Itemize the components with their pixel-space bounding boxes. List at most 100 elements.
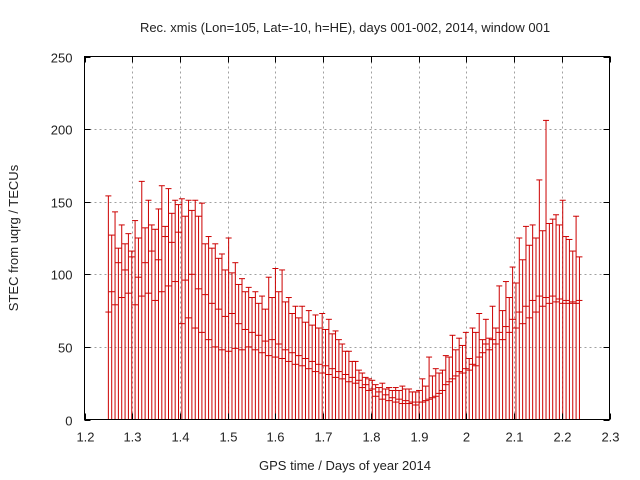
- data-point: [128, 250, 135, 420]
- data-point: [299, 305, 306, 420]
- data-point: [122, 243, 129, 420]
- x-axis-label: GPS time / Days of year 2014: [259, 458, 431, 473]
- data-point: [292, 305, 299, 420]
- data-point: [516, 237, 523, 420]
- x-tick-label: 2: [463, 430, 470, 445]
- data-point: [449, 334, 456, 420]
- data-point: [198, 202, 205, 420]
- chart-title: Rec. xmis (Lon=105, Lat=-10, h=HE), days…: [140, 20, 550, 35]
- data-point: [549, 218, 556, 420]
- data-point: [262, 308, 269, 420]
- data-point: [382, 388, 389, 420]
- x-tick-label: 1.3: [123, 430, 141, 445]
- data-point: [275, 291, 282, 420]
- data-point: [132, 220, 139, 420]
- data-point: [406, 388, 413, 420]
- x-tick-label: 1.5: [219, 430, 237, 445]
- data-point: [506, 297, 513, 420]
- data-point: [576, 256, 583, 420]
- data-point: [429, 375, 436, 420]
- data-point: [322, 328, 329, 420]
- data-point: [332, 330, 339, 420]
- data-point: [172, 199, 179, 420]
- data-point: [375, 387, 382, 420]
- data-point: [349, 360, 356, 420]
- data-point: [553, 214, 560, 420]
- x-tick-label: 1.9: [410, 430, 428, 445]
- data-point: [135, 237, 142, 420]
- data-point: [482, 318, 489, 420]
- y-tick-label: 250: [51, 51, 73, 66]
- data-point: [533, 237, 539, 420]
- data-point: [259, 295, 266, 420]
- data-point: [245, 286, 252, 420]
- data-point: [479, 339, 486, 420]
- data-point: [402, 388, 409, 420]
- data-point: [235, 283, 242, 420]
- data-point: [489, 305, 496, 420]
- data-point: [365, 378, 372, 420]
- data-point: [509, 266, 516, 420]
- data-point: [569, 250, 576, 420]
- x-tick-label: 2.1: [505, 430, 523, 445]
- data-point: [138, 180, 145, 420]
- data-point: [476, 313, 483, 420]
- data-point: [118, 224, 125, 420]
- data-point: [436, 372, 443, 420]
- y-axis-label: STEC from uqrg / TECUs: [6, 164, 21, 311]
- data-point: [459, 344, 466, 420]
- data-point: [282, 301, 289, 420]
- data-point: [225, 237, 232, 420]
- data-point: [426, 356, 433, 420]
- data-point: [252, 291, 259, 420]
- data-point: [492, 327, 499, 420]
- data-point: [255, 302, 262, 420]
- data-point: [419, 378, 426, 420]
- data-point: [215, 257, 222, 420]
- data-point: [466, 358, 473, 420]
- data-point: [188, 209, 195, 420]
- data-point: [208, 247, 215, 420]
- y-tick-label: 200: [51, 123, 73, 138]
- data-point: [265, 276, 272, 420]
- data-point: [148, 224, 155, 420]
- data-point: [168, 212, 175, 420]
- data-point: [319, 313, 326, 420]
- data-point: [529, 224, 536, 420]
- data-point: [152, 228, 159, 420]
- data-point: [362, 376, 369, 420]
- data-point: [512, 282, 519, 420]
- data-point: [305, 310, 312, 420]
- data-point: [205, 236, 212, 420]
- data-point: [502, 281, 509, 420]
- data-point: [309, 324, 316, 420]
- data-point: [182, 215, 189, 420]
- data-point: [228, 272, 235, 420]
- data-point: [279, 269, 286, 420]
- data-point: [345, 350, 352, 420]
- x-tick-label: 1.7: [314, 430, 332, 445]
- data-point: [556, 224, 563, 420]
- data-point: [335, 339, 342, 420]
- data-point: [175, 204, 182, 420]
- data-point: [522, 225, 529, 420]
- data-point: [439, 369, 446, 420]
- data-point: [432, 368, 439, 420]
- data-point: [295, 317, 302, 420]
- axis-ticks: 1.2 1.3 1.4 1.5 1.6 1.7 1.8 1.9 2 2.1 2.2 2.3 0 50 100…: [51, 51, 620, 445]
- data-point: [526, 244, 533, 420]
- data-point: [352, 360, 359, 420]
- data-point: [369, 379, 376, 420]
- data-point: [372, 384, 379, 420]
- y-tick-label: 100: [51, 268, 73, 283]
- data-point: [392, 387, 399, 420]
- data-point: [108, 234, 115, 420]
- data-point: [269, 297, 276, 420]
- plot-frame: [84, 56, 610, 420]
- data-series: [105, 119, 583, 420]
- data-point: [195, 215, 202, 420]
- data-point: [566, 238, 573, 420]
- data-point: [399, 385, 406, 420]
- x-tick-label: 1.6: [266, 430, 284, 445]
- data-point: [158, 185, 165, 420]
